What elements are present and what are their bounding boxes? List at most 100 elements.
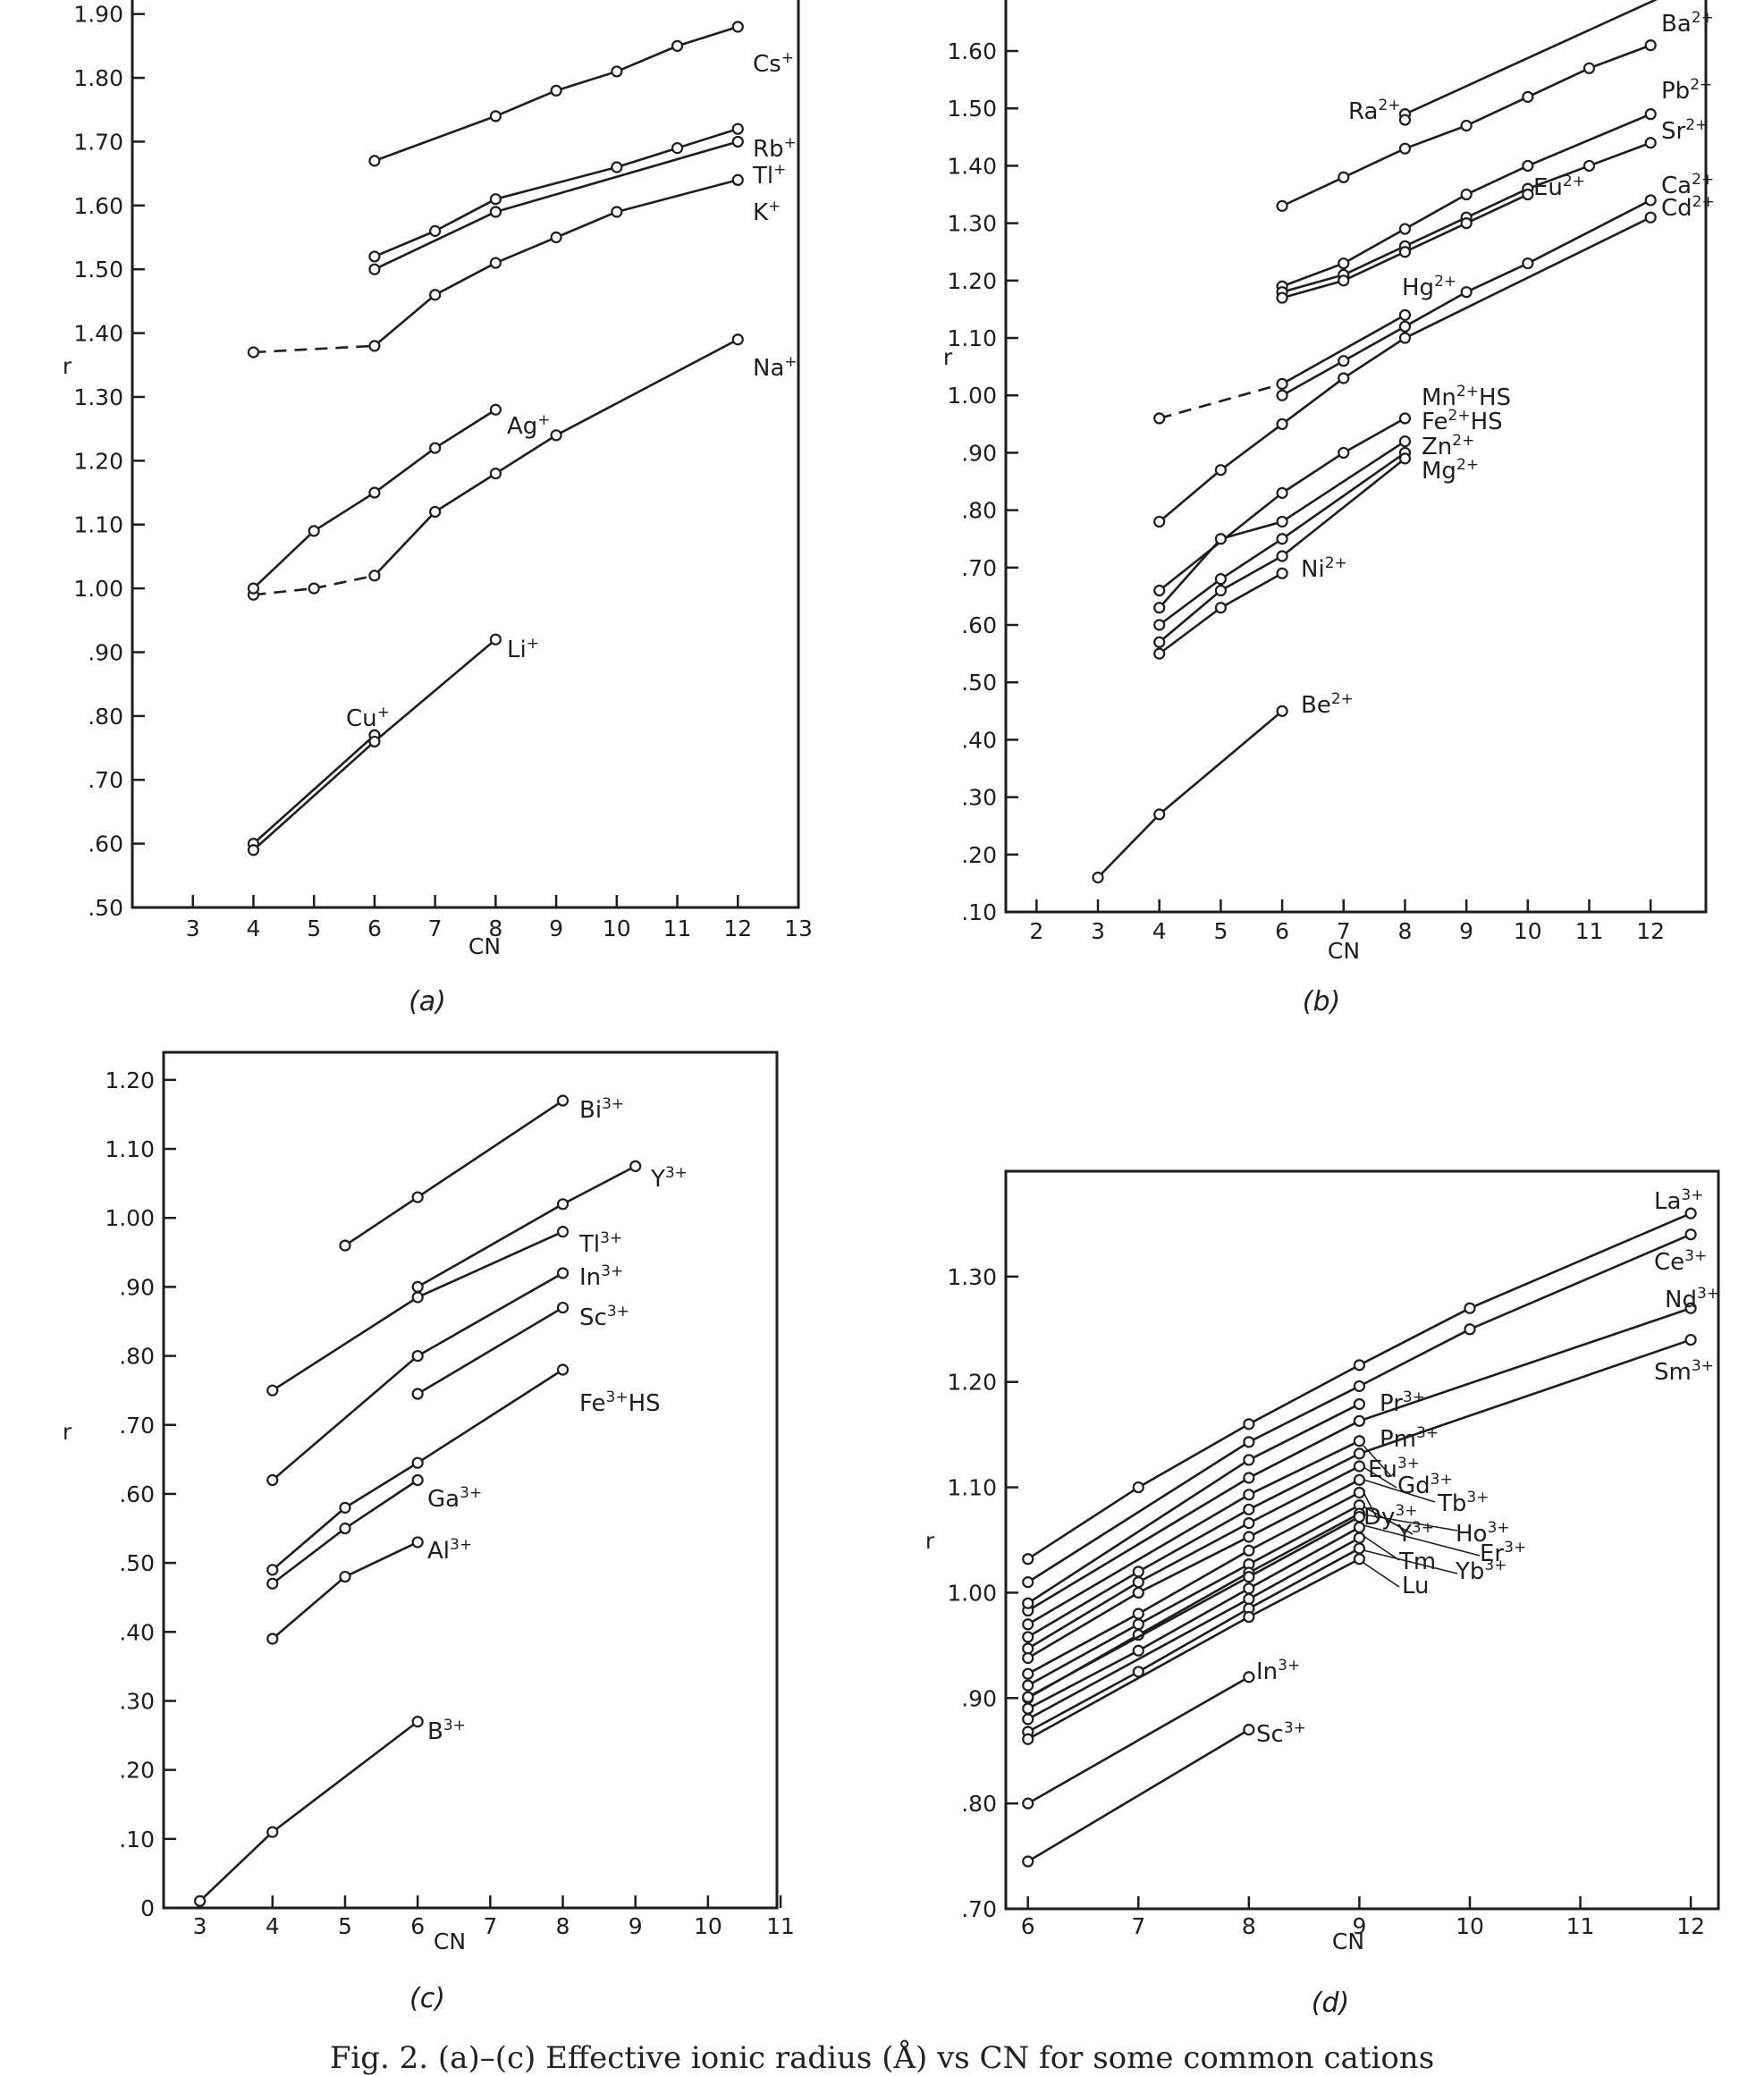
series-segment xyxy=(417,1203,564,1288)
series-segment xyxy=(271,1575,346,1640)
y-tick-label: .50 xyxy=(88,895,123,921)
x-tick-label: 4 xyxy=(266,1913,280,1939)
ion-symbol: Sc xyxy=(1256,1721,1284,1748)
y-tick-label: 1.00 xyxy=(947,1580,997,1606)
series-segment xyxy=(252,740,376,851)
x-tick-label: 8 xyxy=(556,1913,570,1939)
ion-label-mn: Mn2+HS xyxy=(1422,383,1511,411)
x-tick-label: 3 xyxy=(186,916,200,941)
series-segment xyxy=(616,147,678,169)
series-segment xyxy=(555,70,618,92)
series-segment xyxy=(1027,1476,1250,1612)
series-segment xyxy=(1465,262,1529,293)
data-point xyxy=(1338,274,1350,287)
series-pr3- xyxy=(1022,1397,1366,1609)
data-point xyxy=(1398,412,1412,425)
series-cd2- xyxy=(1153,211,1657,528)
series-segment xyxy=(1589,44,1651,70)
series-segment xyxy=(271,1720,418,1834)
series-rb- xyxy=(368,122,744,263)
series-segment xyxy=(1027,1650,1139,1710)
data-point xyxy=(1022,1855,1034,1868)
data-point xyxy=(611,161,623,173)
series-segment xyxy=(1248,1420,1361,1480)
series-lu xyxy=(1022,1553,1366,1745)
data-point xyxy=(1353,1397,1366,1411)
ion-label-er: Er3+ xyxy=(1480,1539,1526,1567)
ion-symbol: Hg xyxy=(1402,274,1434,301)
data-point xyxy=(1353,1414,1366,1427)
data-point xyxy=(1214,573,1227,586)
y-tick-label: .30 xyxy=(961,785,997,811)
series-be2- xyxy=(1092,705,1288,884)
data-point xyxy=(1022,1651,1034,1665)
data-point xyxy=(1460,119,1473,132)
series-segment xyxy=(1027,1493,1250,1625)
x-tick-label: 10 xyxy=(694,1913,722,1939)
data-point xyxy=(1132,1618,1144,1631)
data-point xyxy=(339,1570,351,1583)
data-point xyxy=(1583,159,1596,173)
ion-label-cs: Cs+ xyxy=(753,49,794,78)
series-segment xyxy=(1248,1537,1361,1600)
series-segment xyxy=(1027,1486,1139,1560)
ion-symbol: Ga xyxy=(427,1486,460,1513)
ion-suffix: HS xyxy=(1479,384,1511,411)
ion-label-sr: Sr2+ xyxy=(1661,116,1708,145)
ion-symbol: Ce xyxy=(1654,1249,1684,1276)
series-ho3- xyxy=(1022,1510,1366,1703)
ion-symbol: In xyxy=(579,1264,601,1291)
ion-charge: 3+ xyxy=(1403,1388,1425,1406)
data-point xyxy=(1276,377,1288,390)
series-segment xyxy=(1027,1598,1250,1720)
data-point xyxy=(1464,1302,1476,1314)
panel-b: 2 3 4 5 6 7 8 9 10 11 12 .10 .20 .30 .40 .50 .60 .70 .80 .9… xyxy=(943,0,1715,1017)
data-point xyxy=(1243,1454,1255,1466)
series-segment xyxy=(1281,359,1345,397)
x-tick-label: 9 xyxy=(549,916,563,941)
series-segment xyxy=(495,140,739,214)
x-tick-label: 11 xyxy=(1566,1913,1595,1939)
series-segment xyxy=(1281,440,1406,523)
data-point xyxy=(550,231,562,244)
data-point xyxy=(671,141,684,155)
series-segment xyxy=(1248,1452,1360,1511)
series-segment xyxy=(555,210,618,239)
y-tick-label: .50 xyxy=(119,1550,155,1576)
series-segment xyxy=(1137,1563,1250,1625)
data-point xyxy=(1644,39,1657,52)
data-point xyxy=(1153,602,1166,614)
data-point xyxy=(556,1198,570,1211)
ion-charge: 2+ xyxy=(1378,97,1400,114)
data-point xyxy=(1276,291,1288,304)
panel-c-xlabel: CN xyxy=(434,1928,466,1954)
ion-charge: 3+ xyxy=(1504,1539,1526,1557)
series-sc3- xyxy=(411,1301,570,1400)
data-point xyxy=(247,346,260,359)
series-k- xyxy=(247,173,744,359)
data-point xyxy=(411,1191,424,1203)
x-tick-label: 6 xyxy=(1021,1913,1035,1939)
leader-yb xyxy=(1363,1549,1458,1574)
series-pm3- xyxy=(1022,1435,1366,1631)
y-tick-label: .10 xyxy=(119,1827,155,1852)
panel-c-frame xyxy=(162,1051,779,1910)
series-segment xyxy=(1220,520,1283,540)
ion-symbol: Mg xyxy=(1422,458,1456,485)
series-ca2- xyxy=(1276,194,1657,401)
series-segment xyxy=(1527,113,1651,167)
data-point xyxy=(1276,533,1288,545)
y-tick-label: 1.10 xyxy=(73,512,123,538)
series-segment xyxy=(1465,165,1529,196)
y-tick-label: .80 xyxy=(961,1791,997,1817)
ion-charge: 3+ xyxy=(1412,1519,1434,1537)
series-segment xyxy=(1027,1458,1250,1605)
ion-label-yb: Yb3+ xyxy=(1455,1557,1507,1585)
data-point xyxy=(489,206,502,218)
ion-symbol: Cs xyxy=(753,51,781,78)
series-segment xyxy=(1527,198,1651,265)
y-tick-label: 1.90 xyxy=(73,2,123,28)
y-tick-label: 1.20 xyxy=(73,448,123,474)
y-tick-label: .60 xyxy=(119,1481,155,1507)
series-eu2- xyxy=(1276,188,1534,304)
